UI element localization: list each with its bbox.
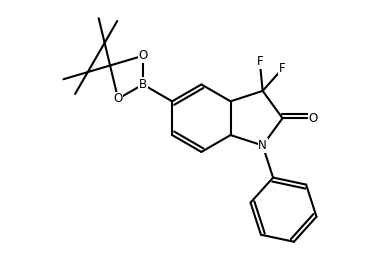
Text: O: O — [114, 92, 123, 105]
Text: B: B — [139, 78, 147, 91]
Text: N: N — [258, 139, 267, 152]
Text: O: O — [308, 112, 317, 125]
Text: F: F — [279, 62, 285, 75]
Text: O: O — [138, 49, 147, 62]
Text: F: F — [256, 55, 263, 68]
